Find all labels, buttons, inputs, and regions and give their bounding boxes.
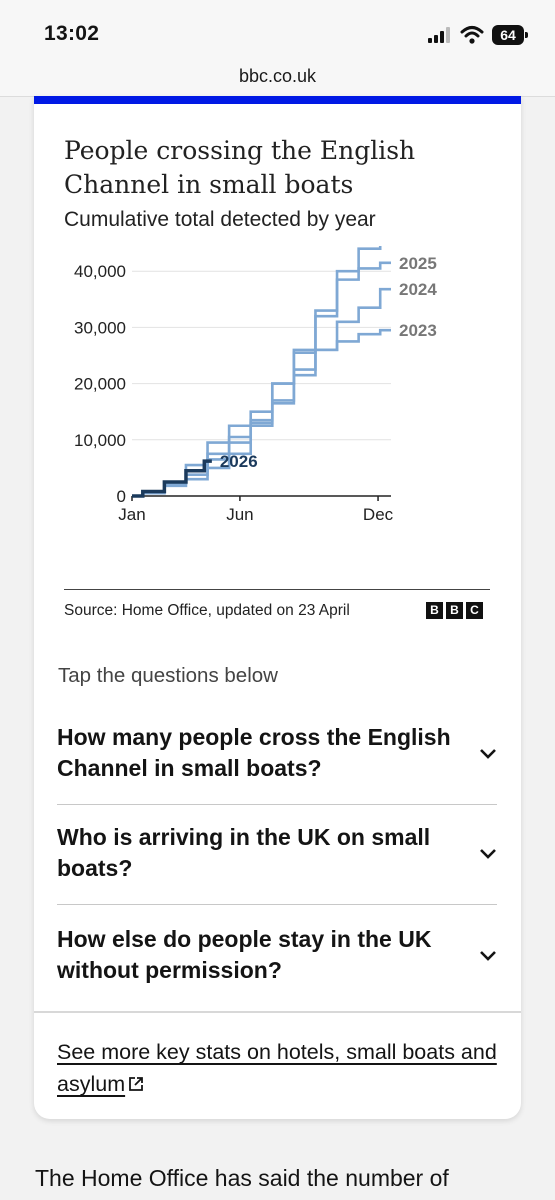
status-bar: 13:02 64	[0, 0, 555, 68]
stats-card: People crossing the English Channel in s…	[34, 96, 521, 1119]
series-line	[132, 328, 391, 498]
battery-icon: 64	[492, 25, 528, 45]
series-label: 2022	[399, 246, 437, 249]
chevron-down-icon[interactable]	[479, 748, 497, 760]
y-tick-label: 0	[117, 487, 126, 506]
wifi-icon	[460, 26, 484, 44]
chart-title: People crossing the English Channel in s…	[64, 136, 416, 199]
questions-prompt: Tap the questions below	[58, 664, 278, 687]
article-body-text: The Home Office has said the number of	[35, 1165, 449, 1191]
bbc-logo-letter: C	[466, 602, 483, 619]
y-tick-label: 20,000	[74, 375, 126, 394]
chart-subtitle: Cumulative total detected by year	[64, 208, 376, 231]
series-label: 2025	[399, 254, 437, 273]
series-label: 2024	[399, 280, 437, 299]
chevron-down-icon[interactable]	[479, 950, 497, 962]
question-text[interactable]: How many people cross the English Channe…	[57, 724, 451, 781]
external-link-icon[interactable]	[128, 1076, 144, 1092]
y-tick-label: 40,000	[74, 262, 126, 281]
y-tick-label: 30,000	[74, 318, 126, 337]
x-tick-label: Jan	[118, 505, 145, 524]
series-label: 2026	[220, 452, 258, 471]
chart-divider	[64, 589, 490, 590]
question-item[interactable]: How many people cross the English Channe…	[57, 722, 497, 805]
chart-source: Source: Home Office, updated on 23 April	[64, 602, 350, 619]
series-line	[132, 459, 212, 498]
question-item[interactable]: Who is arriving in the UK on small boats…	[57, 822, 497, 905]
footer-divider	[34, 1011, 521, 1013]
more-stats-link-text[interactable]: See more key stats on hotels, small boat…	[57, 1040, 497, 1096]
x-tick-label: Dec	[363, 505, 394, 524]
more-stats-link[interactable]: See more key stats on hotels, small boat…	[57, 1036, 502, 1100]
question-item[interactable]: How else do people stay in the UK withou…	[57, 924, 497, 1010]
y-tick-label: 10,000	[74, 431, 126, 450]
question-text[interactable]: Who is arriving in the UK on small boats…	[57, 824, 431, 881]
series-line	[132, 261, 391, 498]
x-tick-label: Jun	[226, 505, 253, 524]
url-text[interactable]: bbc.co.uk	[238, 66, 317, 86]
series-label: 2023	[399, 321, 437, 340]
series-line	[132, 246, 382, 498]
chevron-down-icon[interactable]	[479, 848, 497, 860]
address-bar[interactable]: bbc.co.uk	[0, 58, 555, 97]
bbc-logo: B B C	[426, 602, 483, 619]
question-text[interactable]: How else do people stay in the UK withou…	[57, 926, 432, 983]
series-line	[132, 287, 391, 498]
bbc-logo-letter: B	[426, 602, 443, 619]
line-chart: 010,00020,00030,00040,00050,000JanJunDec…	[74, 246, 437, 524]
status-time: 13:02	[44, 22, 100, 45]
signal-icon	[428, 27, 450, 43]
bbc-logo-letter: B	[446, 602, 463, 619]
brand-top-bar	[34, 96, 521, 104]
